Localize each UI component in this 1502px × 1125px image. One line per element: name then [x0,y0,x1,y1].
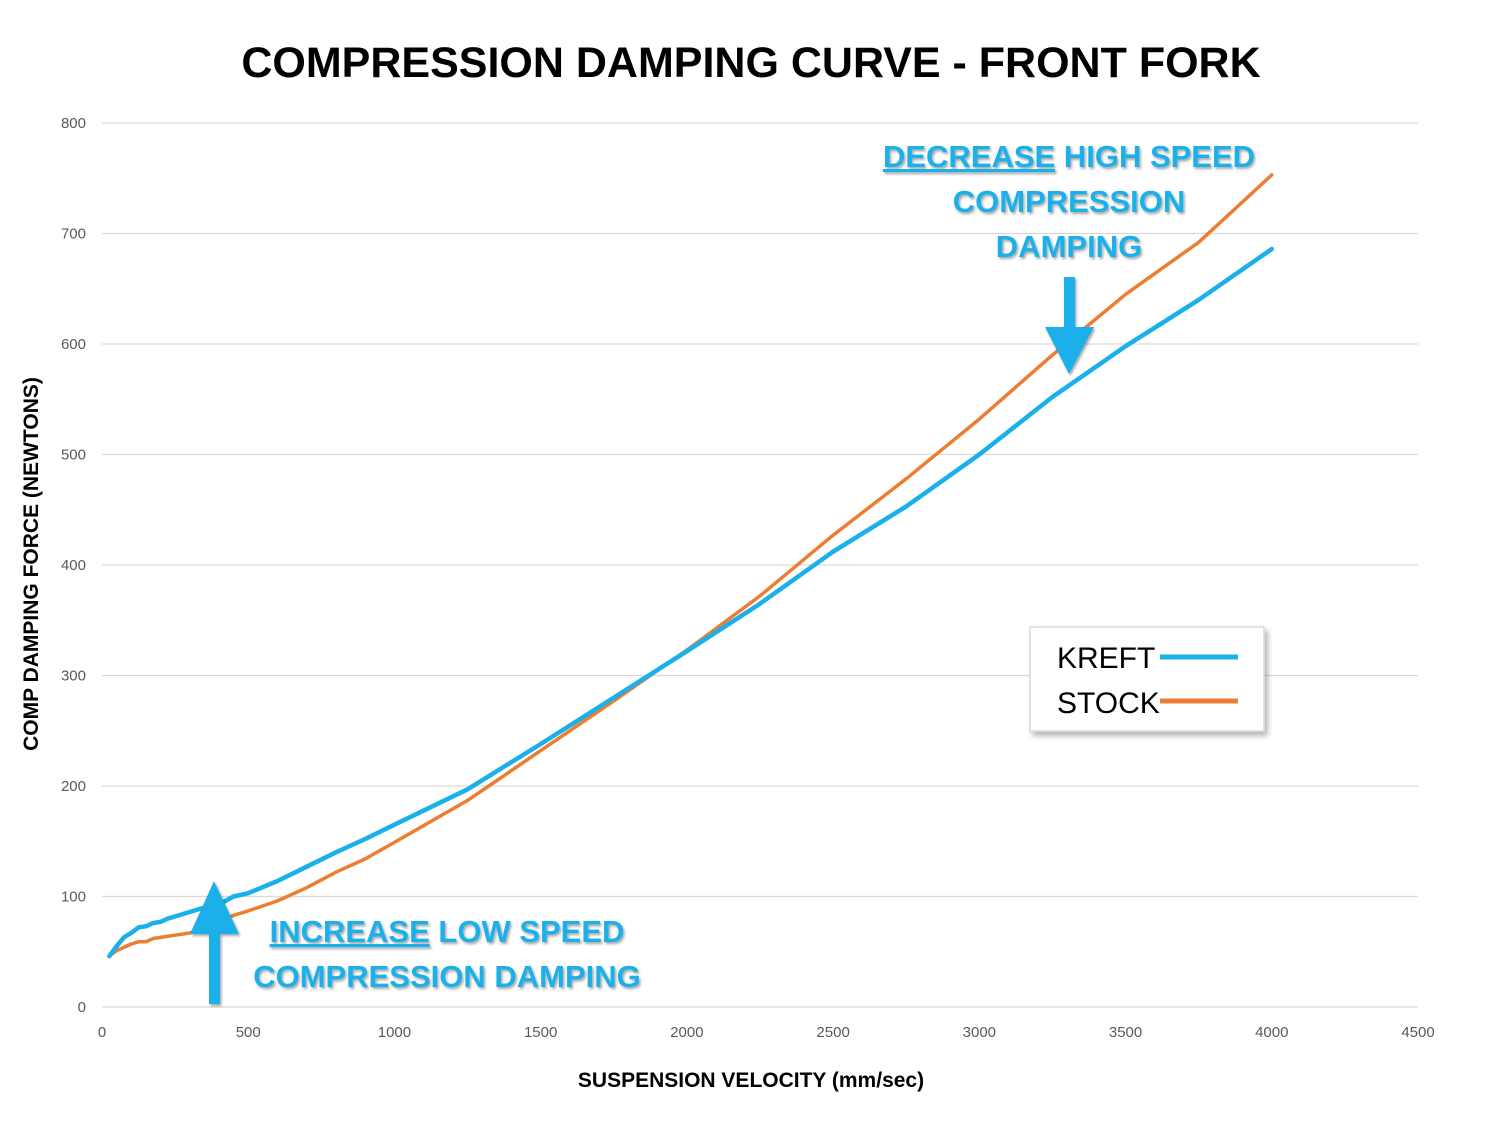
series-line-kreft [107,246,1275,959]
y-tick-label: 500 [61,447,86,464]
annotation-low-speed-line1: LOW SPEED [430,914,625,949]
arrow-down-icon [1045,277,1094,374]
y-tick-label: 0 [78,999,86,1016]
gridlines [102,122,1418,1008]
x-tick-label: 1500 [524,1024,557,1041]
x-tick-label: 500 [236,1024,261,1041]
annotation-high-speed-line1: HIGH SPEED [1055,139,1255,174]
legend: KREFT STOCK [1029,626,1265,732]
annotation-low-speed: INCREASE LOW SPEED COMPRESSION DAMPING [190,881,641,1004]
x-tick-label: 2500 [816,1024,849,1041]
x-tick-label: 4000 [1255,1024,1288,1041]
annotation-high-speed-line2: COMPRESSION [953,184,1186,219]
annotation-low-speed-emphasis: INCREASE [270,914,430,949]
y-tick-label: 100 [61,889,86,906]
series-line-stock [107,173,1274,958]
x-tick-label: 4500 [1401,1024,1434,1041]
series-lines [107,173,1275,959]
annotation-high-speed-emphasis: DECREASE [883,139,1055,174]
y-tick-label: 600 [61,336,86,353]
y-axis-label: COMP DAMPING FORCE (NEWTONS) [20,377,43,751]
x-tick-label: 3000 [963,1024,996,1041]
legend-label-stock: STOCK [1057,687,1160,720]
legend-label-kreft: KREFT [1057,642,1155,675]
y-tick-label: 800 [61,115,86,132]
x-axis-ticks: 0 500 1000 1500 2000 2500 3000 3500 4000 4500 [98,1024,1435,1041]
x-tick-label: 2000 [670,1024,703,1041]
arrow-up-icon [190,881,239,1004]
x-tick-label: 1000 [378,1024,411,1041]
y-tick-label: 400 [61,557,86,574]
x-axis-label: SUSPENSION VELOCITY (mm/sec) [578,1069,924,1092]
y-axis-ticks: 0 100 200 300 400 500 600 700 800 [61,115,86,1016]
chart-title: COMPRESSION DAMPING CURVE - FRONT FORK [241,39,1260,87]
y-tick-label: 700 [61,226,86,243]
annotation-low-speed-line2: COMPRESSION DAMPING [253,959,641,994]
annotation-high-speed: DECREASE HIGH SPEED COMPRESSION DAMPING [883,139,1255,374]
y-tick-label: 300 [61,668,86,685]
legend-box [1029,626,1265,732]
annotation-high-speed-line3: DAMPING [996,229,1142,264]
x-tick-label: 3500 [1109,1024,1142,1041]
svg-text:INCREASE LOW SPEED: INCREASE LOW SPEED [270,914,625,949]
y-tick-label: 200 [61,778,86,795]
svg-text:DECREASE HIGH SPEED: DECREASE HIGH SPEED [883,139,1255,174]
x-tick-label: 0 [98,1024,106,1041]
